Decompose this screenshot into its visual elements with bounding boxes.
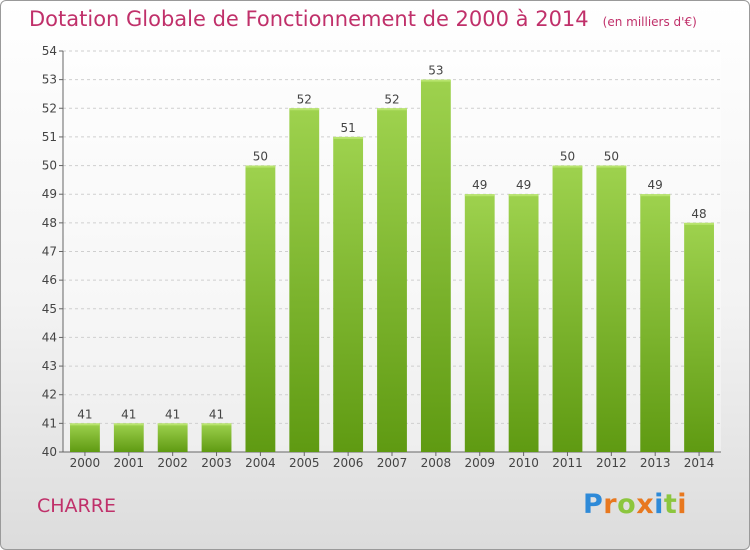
- x-tick-label: 2002: [157, 456, 188, 470]
- data-label: 41: [77, 407, 92, 421]
- chart-title-text: Dotation Globale de Fonctionnement de 20…: [29, 7, 589, 31]
- bar: [552, 165, 583, 453]
- bar: [289, 108, 320, 453]
- bar: [157, 423, 188, 452]
- x-tick-label: 2003: [201, 456, 232, 470]
- bar-highlight: [333, 136, 364, 139]
- bar-highlight: [113, 423, 144, 426]
- bar-highlight: [640, 194, 671, 197]
- x-tick-label: 2013: [640, 456, 671, 470]
- data-label: 52: [297, 92, 312, 106]
- bar: [684, 222, 714, 452]
- x-tick-label: 2012: [596, 456, 627, 470]
- logo-letter: o: [617, 489, 637, 520]
- bar-highlight: [420, 79, 451, 82]
- bar: [333, 136, 364, 452]
- bar: [70, 423, 100, 452]
- x-tick-label: 2011: [552, 456, 583, 470]
- x-tick-label: 2001: [114, 456, 145, 470]
- bar-highlight: [596, 165, 627, 168]
- logo-letter: r: [603, 489, 618, 520]
- bar: [508, 194, 539, 452]
- bar-highlight: [289, 108, 320, 111]
- data-label: 50: [604, 150, 619, 164]
- bar: [245, 165, 276, 453]
- x-tick-label: 2009: [464, 456, 495, 470]
- bar-highlight: [201, 423, 232, 426]
- town-name: CHARRE: [37, 495, 116, 517]
- y-tick-label: 50: [42, 159, 57, 173]
- y-tick-label: 46: [42, 273, 57, 287]
- y-tick-label: 41: [42, 416, 57, 430]
- data-label: 53: [428, 64, 443, 78]
- data-label: 50: [253, 150, 268, 164]
- y-tick-label: 48: [42, 216, 57, 230]
- y-tick-label: 40: [42, 445, 57, 459]
- y-tick-label: 52: [42, 101, 57, 115]
- bar: [596, 165, 627, 453]
- bar: [377, 108, 407, 453]
- data-label: 41: [121, 407, 136, 421]
- y-tick-label: 54: [42, 44, 57, 58]
- logo-letter: P: [583, 489, 604, 520]
- bar-highlight: [464, 194, 495, 197]
- x-tick-label: 2005: [289, 456, 320, 470]
- x-tick-label: 2014: [684, 456, 715, 470]
- bar-highlight: [70, 423, 100, 426]
- bar: [464, 194, 495, 452]
- data-label: 49: [472, 178, 487, 192]
- y-tick-label: 47: [42, 245, 57, 259]
- x-tick-label: 2006: [333, 456, 364, 470]
- logo-letter: t: [663, 489, 678, 520]
- data-label: 49: [516, 178, 531, 192]
- data-label: 51: [340, 121, 355, 135]
- y-tick-label: 49: [42, 187, 57, 201]
- data-label: 49: [648, 178, 663, 192]
- data-label: 50: [560, 150, 575, 164]
- bar: [420, 79, 451, 453]
- y-tick-label: 42: [42, 388, 57, 402]
- bar: [640, 194, 671, 452]
- y-tick-label: 51: [42, 130, 57, 144]
- chart-subtitle: (en milliers d'€): [602, 15, 697, 29]
- data-label: 41: [165, 407, 180, 421]
- x-tick-label: 2008: [421, 456, 452, 470]
- proxiti-logo: Proxiti: [583, 489, 687, 520]
- x-tick-label: 2000: [70, 456, 101, 470]
- logo-letter: i: [677, 489, 688, 520]
- bar: [113, 423, 144, 452]
- y-tick-label: 45: [42, 302, 57, 316]
- bar: [201, 423, 232, 452]
- data-label: 41: [209, 407, 224, 421]
- bar-highlight: [377, 108, 407, 111]
- y-tick-label: 44: [42, 330, 57, 344]
- data-label: 48: [691, 207, 706, 221]
- x-tick-label: 2010: [508, 456, 539, 470]
- bar-highlight: [157, 423, 188, 426]
- x-tick-label: 2007: [377, 456, 408, 470]
- bar-highlight: [508, 194, 539, 197]
- logo-letter: i: [654, 489, 664, 520]
- bar-highlight: [552, 165, 583, 168]
- chart-title: Dotation Globale de Fonctionnement de 20…: [29, 7, 697, 31]
- logo-letter: x: [636, 489, 655, 520]
- y-tick-label: 53: [42, 73, 57, 87]
- data-label: 52: [384, 92, 399, 106]
- x-tick-label: 2004: [245, 456, 276, 470]
- bar-highlight: [684, 222, 714, 225]
- y-tick-label: 43: [42, 359, 57, 373]
- bar-highlight: [245, 165, 276, 168]
